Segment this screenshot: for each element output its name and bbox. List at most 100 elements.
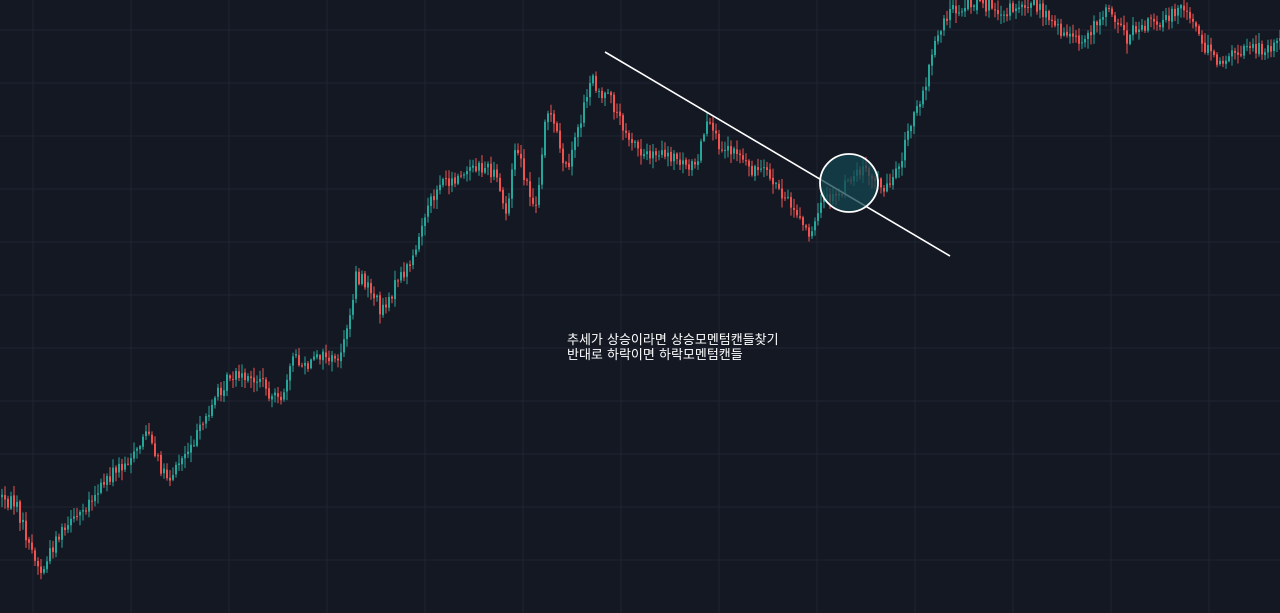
candle-down: [742, 155, 744, 160]
candle-up: [1141, 24, 1143, 30]
candle-down: [13, 495, 15, 507]
candle-up: [1171, 8, 1173, 22]
candle-up: [472, 165, 474, 168]
candle-down: [715, 130, 717, 134]
candle-down: [637, 141, 639, 149]
candle-up: [427, 205, 429, 217]
candle-down: [553, 113, 555, 124]
candle-up: [667, 152, 669, 157]
candle-up: [376, 295, 378, 298]
candle-down: [85, 510, 87, 512]
candle-up: [43, 569, 45, 573]
candle-down: [781, 188, 783, 199]
candle-up: [61, 527, 63, 540]
candle-up: [436, 189, 438, 200]
candle-up: [598, 90, 600, 92]
candle-down: [91, 500, 93, 502]
candle-down: [1240, 54, 1242, 56]
candle-up: [79, 511, 81, 516]
candle-down: [676, 153, 678, 160]
candle-up: [1252, 44, 1254, 48]
candle-down: [769, 169, 771, 179]
candle-up: [547, 113, 549, 123]
candle-down: [559, 130, 561, 149]
candle-down: [664, 149, 666, 157]
candle-up: [508, 198, 510, 214]
candle-down: [595, 75, 597, 91]
candle-up: [133, 451, 135, 459]
candle-down: [379, 295, 381, 315]
candle-up: [205, 416, 207, 424]
candle-down: [505, 203, 507, 214]
candle-up: [463, 174, 465, 176]
candle-up: [211, 404, 213, 416]
candle-up: [181, 458, 183, 465]
candle-down: [1156, 21, 1158, 25]
candle-up: [646, 151, 648, 155]
candle-down: [307, 363, 309, 369]
candle-up: [817, 213, 819, 221]
candle-up: [274, 392, 276, 396]
candle-down: [1006, 14, 1008, 17]
candle-up: [1165, 14, 1167, 21]
candle-down: [655, 151, 657, 156]
candle-down: [337, 358, 339, 361]
candle-down: [688, 164, 690, 170]
candle-down: [523, 158, 525, 181]
candle-down: [220, 387, 222, 396]
candle-up: [1009, 3, 1011, 16]
candle-up: [811, 231, 813, 237]
candle-down: [1096, 21, 1098, 26]
candle-down: [745, 160, 747, 162]
candle-up: [292, 356, 294, 366]
candle-down: [280, 396, 282, 401]
candle-up: [1231, 50, 1233, 57]
candle-up: [1084, 39, 1086, 43]
candle-down: [499, 177, 501, 191]
candle-up: [652, 151, 654, 159]
annotation-line-2: 반대로 하락이면 하락모멘텀캔들: [567, 348, 743, 363]
candle-down: [1216, 54, 1218, 65]
candlestick-series: [1, 0, 1280, 580]
candle-down: [37, 560, 39, 567]
candle-down: [1168, 15, 1170, 21]
drawings-layer: [604, 51, 951, 257]
candle-up: [1228, 56, 1230, 62]
candle-up: [196, 430, 198, 446]
candle-up: [286, 379, 288, 392]
candle-down: [991, 0, 993, 9]
candle-down: [1195, 22, 1197, 27]
candle-up: [1087, 32, 1089, 40]
candle-down: [238, 371, 240, 378]
candle-up: [1129, 34, 1131, 45]
candle-down: [1213, 51, 1215, 55]
candle-down: [121, 463, 123, 471]
candle-down: [748, 160, 750, 167]
candle-up: [583, 102, 585, 123]
candle-down: [985, 0, 987, 12]
candle-down: [1261, 43, 1263, 55]
chart-annotation-text: 추세가 상승이라면 상승모멘텀캔들찾기 반대로 하락이면 하락모멘텀캔들: [567, 333, 779, 363]
candle-down: [229, 375, 231, 379]
candle-up: [235, 370, 237, 380]
candle-down: [640, 148, 642, 156]
candle-up: [592, 75, 594, 84]
candle-down: [889, 183, 891, 185]
candle-down: [793, 208, 795, 210]
candle-up: [895, 168, 897, 178]
candle-up: [247, 376, 249, 381]
candle-up: [142, 436, 144, 447]
candle-up: [973, 5, 975, 8]
candle-down: [1024, 5, 1026, 8]
candle-up: [355, 271, 357, 299]
candle-up: [604, 92, 606, 99]
candle-down: [19, 501, 21, 523]
candle-up: [925, 86, 927, 91]
candle-down: [127, 463, 129, 465]
candle-up: [1177, 7, 1179, 16]
candle-down: [694, 161, 696, 165]
candle-up: [919, 104, 921, 107]
candle-up: [382, 304, 384, 316]
candle-up: [256, 381, 258, 383]
